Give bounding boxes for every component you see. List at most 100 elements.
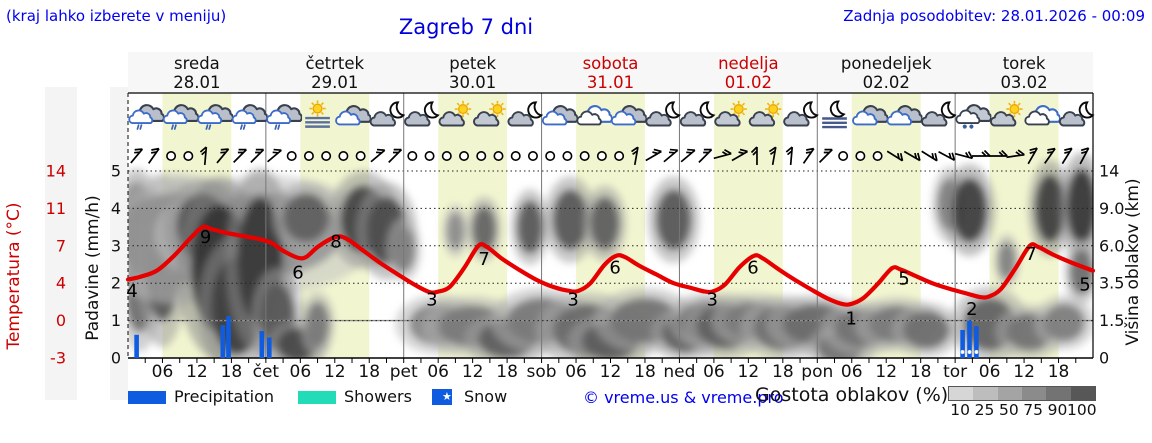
wind-barb-icon	[267, 148, 282, 163]
calm-wind-icon	[183, 151, 194, 162]
wind-barb-icon	[818, 148, 833, 163]
wind-barb-icon	[663, 148, 679, 163]
precipitation-bar	[220, 325, 226, 358]
day-abbr-label: ned	[663, 362, 695, 382]
night-icon	[646, 102, 679, 125]
day-header: sreda 28.01	[128, 54, 266, 92]
snow-bar	[960, 329, 965, 358]
calm-wind-icon	[321, 151, 332, 162]
day-abbr-label: pet	[390, 362, 418, 382]
density-scale-tick: 75	[1023, 401, 1044, 419]
time-axis: 06 12 18 06 12 18 06 12 18 06 12 18 06 12 18 06 12 18 06 12…	[144, 358, 1077, 382]
rain-icon	[129, 105, 164, 129]
cloud-height-tick-label: 0	[1099, 349, 1109, 368]
wind-barb-icon	[645, 148, 662, 162]
hour-label: 12	[738, 362, 760, 382]
night-icon	[784, 102, 817, 125]
day-header: ponedeljek 02.02	[817, 54, 955, 92]
wind-barb-icon	[233, 148, 247, 163]
cloud-blob	[446, 212, 465, 250]
precipitation-swatch	[128, 391, 166, 404]
cloud-blob	[952, 178, 987, 243]
temperature-tick-label: -3	[50, 349, 66, 368]
precip-tick-label: 3	[111, 236, 121, 255]
wind-barb-icon	[698, 148, 713, 163]
cloud-blob	[306, 301, 330, 347]
density-scale-tick: 25	[974, 401, 995, 419]
hour-label: 12	[875, 362, 897, 382]
temperature-value-label: 2	[966, 299, 977, 320]
precipitation-bar	[259, 331, 265, 358]
day-abbr-label: sob	[527, 362, 557, 382]
calm-wind-icon	[838, 151, 849, 162]
snow-label: Snow	[464, 387, 508, 406]
hour-label: 06	[290, 362, 312, 382]
gridlines	[128, 93, 1093, 358]
precip-tick-label: 2	[111, 274, 121, 293]
calm-wind-icon	[459, 151, 470, 162]
rain-icon	[267, 105, 302, 129]
wind-barb-icon	[1061, 147, 1073, 165]
calm-wind-icon	[510, 151, 521, 162]
cloud-blob	[998, 242, 1016, 280]
calm-wind-icon	[527, 151, 538, 162]
day-name: sreda	[174, 54, 220, 73]
calm-wind-icon	[407, 151, 418, 162]
hour-label: 06	[703, 362, 725, 382]
density-scale-segment	[1070, 387, 1095, 400]
precipitation-bar	[267, 337, 272, 358]
day-name: četrtek	[305, 54, 365, 73]
wind-barb-icon	[1044, 147, 1056, 164]
precip-axis-strip	[110, 87, 128, 400]
temperature-value-label: 1	[845, 308, 856, 329]
wind-barb-icon	[785, 146, 794, 166]
wind-barb-icon	[731, 148, 748, 162]
day-header: četrtek 29.01	[266, 54, 404, 92]
snow-bar	[974, 326, 979, 358]
wind-barb-icon	[1027, 147, 1038, 165]
cloud-height-tick-label: 9.0	[1099, 199, 1124, 218]
temperature-tick-label: 14	[46, 162, 66, 181]
snow-star-mark	[967, 350, 972, 354]
cloud-blob	[1067, 169, 1093, 244]
temperature-value-label: 6	[747, 257, 758, 278]
snow-icon	[956, 105, 991, 129]
cloud-blob	[1035, 174, 1065, 243]
site-hint: (kraj lahko izberete v meniju)	[6, 7, 227, 25]
copyright-link[interactable]: © vreme.us & vreme.pro	[583, 388, 784, 407]
temperature-axis-strip	[45, 87, 77, 400]
cloud-blob	[472, 206, 496, 252]
temperature-curve	[125, 224, 1096, 307]
temperature-value-label: 3	[567, 290, 578, 311]
precipitation-bar	[226, 316, 231, 358]
showers-label: Showers	[344, 387, 412, 406]
cloud-blob	[903, 311, 950, 349]
cloudy-icon	[543, 106, 578, 124]
day-header: sobota 31.01	[542, 54, 680, 92]
calm-wind-icon	[562, 151, 573, 162]
density-scale-tick: 90	[1047, 401, 1068, 419]
temperature-value-label: 3	[706, 290, 717, 311]
calm-wind-icon	[596, 151, 607, 162]
hour-label: 06	[427, 362, 449, 382]
temperature-tick-label: 4	[56, 274, 66, 293]
night-icon	[508, 102, 541, 125]
wind-barb-icon	[680, 148, 696, 163]
temperature-value-label: 7	[478, 249, 489, 270]
calm-wind-icon	[424, 151, 435, 162]
hour-label: 18	[221, 362, 243, 382]
density-scale-segment	[997, 387, 1022, 400]
wind-barb-icon	[250, 148, 265, 163]
calm-wind-icon	[545, 151, 556, 162]
day-date: 28.01	[173, 73, 221, 92]
temperature-value-label: 5	[1079, 275, 1090, 296]
temperature-tick-label: 7	[56, 236, 66, 255]
density-scale-segment	[1046, 387, 1071, 400]
day-date: 31.01	[586, 73, 635, 92]
density-scale-segment	[973, 387, 998, 400]
snow-star-icon: ★	[442, 390, 452, 403]
day-abbr-label: pon	[801, 362, 833, 382]
